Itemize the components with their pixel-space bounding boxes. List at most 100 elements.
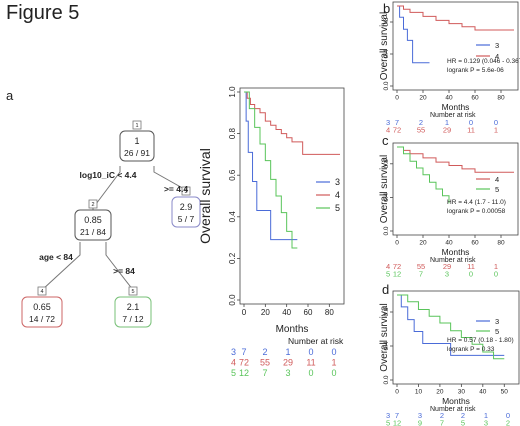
km-curve-group-4 <box>397 5 514 31</box>
tree-node-number-box <box>181 186 191 196</box>
y-axis-label: Overall survival <box>379 303 390 371</box>
tree-node-ratio: 26 / 91 <box>124 148 150 158</box>
x-tick-label: 80 <box>325 308 334 317</box>
tree-split-label: log10_iC < 4.4 <box>80 170 137 180</box>
y-tick-label: 0.2 <box>228 252 237 264</box>
at-risk-value: 72 <box>393 262 401 271</box>
tree-node-value: 1 <box>134 136 139 146</box>
legend-label: 3 <box>495 41 499 50</box>
at-risk-title: Number at risk <box>288 336 344 346</box>
tree-node-ratio: 21 / 84 <box>80 227 106 237</box>
y-axis-label: Overall survival <box>379 155 390 223</box>
at-risk-value: 2 <box>461 411 465 420</box>
x-tick-label: 0 <box>242 308 247 317</box>
tree-node-ratio: 5 / 7 <box>178 214 195 224</box>
at-risk-value: 72 <box>393 126 401 135</box>
tree-node-box <box>114 296 152 328</box>
at-risk-value: 1 <box>445 118 449 127</box>
x-tick-label: 40 <box>445 95 453 102</box>
stats-annotation: logrank P = 5.6e-06 <box>447 67 504 74</box>
at-risk-value: 11 <box>467 262 475 271</box>
at-risk-value: 0 <box>469 270 473 279</box>
at-risk-value: 0 <box>331 368 336 378</box>
tree-node-number: 5 <box>131 289 134 295</box>
tree-node-number-box <box>128 286 138 296</box>
tree-node-ratio: 14 / 72 <box>29 314 55 324</box>
at-risk-value: 3 <box>484 419 488 426</box>
at-risk-value: 29 <box>283 358 293 368</box>
y-tick-label: 0.0 <box>228 294 237 306</box>
y-tick-label: 0.8 <box>383 307 390 316</box>
tree-node-ratio: 7 / 12 <box>122 314 144 324</box>
y-tick-label: 0.0 <box>383 81 390 90</box>
km-curve-group-4 <box>244 91 340 155</box>
y-tick-label: 0.6 <box>228 169 237 181</box>
at-risk-value: 2 <box>506 419 510 426</box>
at-risk-group-label: 4 <box>386 262 390 271</box>
x-tick-label: 60 <box>471 240 479 247</box>
at-risk-group-label: 4 <box>231 358 236 368</box>
legend-label: 5 <box>495 185 499 194</box>
legend-label: 5 <box>335 203 340 213</box>
tree-node-number-box <box>88 199 98 209</box>
at-risk-value: 11 <box>306 358 315 368</box>
stats-annotation: HR = 0.57 (0.18 - 1.80) <box>447 337 514 344</box>
stats-annotation: logrank P = 0.00058 <box>447 208 506 215</box>
figure-title: Figure 5 <box>6 2 80 24</box>
x-axis-label: Months <box>442 396 470 406</box>
panel-label-d: d <box>382 282 390 297</box>
at-risk-group-label: 5 <box>386 419 390 426</box>
km-curve-group-4 <box>397 146 514 173</box>
at-risk-value: 0 <box>308 368 313 378</box>
at-risk-value: 1 <box>494 126 498 135</box>
at-risk-value: 55 <box>417 126 425 135</box>
tree-node-box <box>171 196 201 228</box>
at-risk-value: 5 <box>461 419 465 426</box>
tree-node-box <box>21 296 63 328</box>
tree-edge <box>41 242 81 295</box>
x-axis-label: Months <box>442 102 470 112</box>
at-risk-value: 29 <box>443 126 451 135</box>
at-risk-value: 0 <box>469 118 473 127</box>
at-risk-value: 1 <box>494 262 498 271</box>
at-risk-value: 1 <box>285 347 290 357</box>
tree-node-number-box <box>132 120 142 130</box>
x-tick-label: 50 <box>501 389 509 396</box>
legend-label: 4 <box>495 175 499 184</box>
at-risk-value: 2 <box>440 411 444 420</box>
legend-label: 4 <box>335 190 340 200</box>
legend-label: 3 <box>495 317 499 326</box>
tree-split-label: >= 84 <box>113 266 135 276</box>
at-risk-value: 55 <box>417 262 425 271</box>
at-risk-value: 7 <box>395 411 399 420</box>
at-risk-value: 12 <box>393 270 401 279</box>
at-risk-group-label: 4 <box>386 126 390 135</box>
plot-frame-b <box>392 1 519 91</box>
y-tick-label: 0.4 <box>383 49 390 58</box>
y-tick-label: 1.0 <box>228 86 237 98</box>
x-tick-label: 10 <box>415 389 423 396</box>
x-tick-label: 20 <box>261 308 270 317</box>
km-curve-group-5 <box>244 91 298 249</box>
x-tick-label: 40 <box>282 308 291 317</box>
y-axis-label: Overall survival <box>197 148 213 244</box>
y-axis-label: Overall survival <box>379 12 390 80</box>
at-risk-value: 3 <box>285 368 290 378</box>
y-tick-label: 0.4 <box>383 341 390 350</box>
at-risk-value: 7 <box>241 347 246 357</box>
at-risk-value: 7 <box>262 368 267 378</box>
at-risk-value: 12 <box>239 368 249 378</box>
tree-node-value: 2.1 <box>127 302 140 312</box>
at-risk-group-label: 3 <box>386 118 390 127</box>
at-risk-value: 1 <box>484 411 488 420</box>
x-tick-label: 0 <box>395 389 399 396</box>
x-tick-label: 80 <box>497 95 505 102</box>
at-risk-value: 3 <box>445 270 449 279</box>
km-curve-group-5 <box>397 146 450 204</box>
legend-label: 4 <box>495 52 499 61</box>
tree-node-value: 0.65 <box>33 302 51 312</box>
at-risk-value: 7 <box>440 419 444 426</box>
x-tick-label: 60 <box>471 95 479 102</box>
x-tick-label: 40 <box>479 389 487 396</box>
